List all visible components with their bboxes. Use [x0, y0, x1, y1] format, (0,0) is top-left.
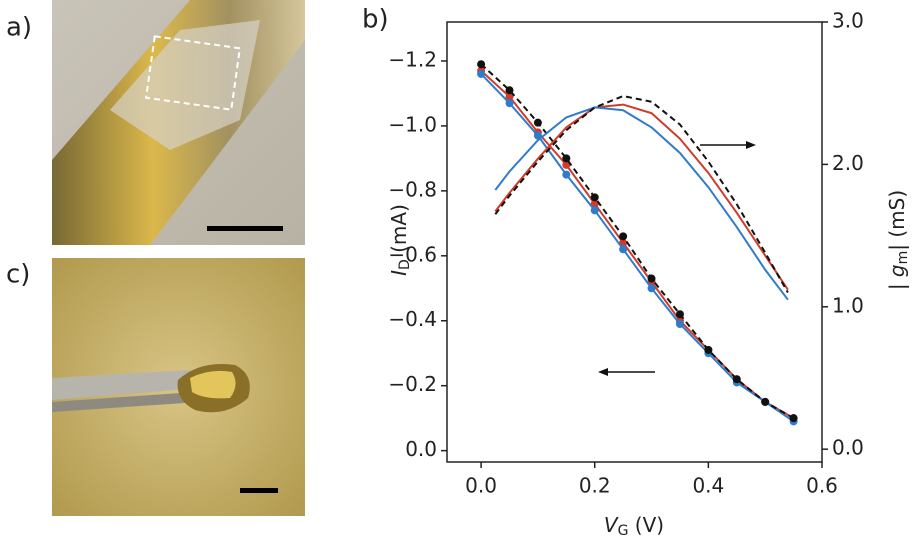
y-tick-label: −1.0 [388, 112, 437, 136]
data-point [675, 319, 684, 328]
data-point [789, 414, 798, 423]
data-point [761, 397, 770, 406]
series-line [494, 103, 789, 291]
series-line [480, 63, 795, 420]
series-line [494, 106, 789, 301]
arrows [598, 141, 756, 376]
x-axis-label: VG (V) [604, 513, 664, 540]
plot-frame [446, 21, 823, 463]
data-point [533, 118, 542, 127]
y-tick-label: −0.2 [388, 372, 437, 396]
x-tick-label: 0.0 [465, 474, 497, 498]
data-point [505, 99, 514, 108]
y-tick-label: 0.0 [405, 437, 437, 461]
x-tick-label: 0.6 [806, 474, 838, 498]
series-line [494, 95, 789, 294]
y2-tick-label: 1.0 [832, 293, 864, 317]
data-point [732, 375, 741, 384]
y-axis-label: ID (mA) [387, 204, 414, 276]
y2-tick-label: 3.0 [832, 9, 864, 33]
data-point [704, 345, 713, 354]
data-point [505, 92, 514, 101]
y-tick-label: −0.6 [388, 242, 437, 266]
data-point [562, 160, 571, 169]
data-point [590, 206, 599, 215]
y2-axis-label: | gm| (mS) [885, 190, 912, 290]
y-tick-label: −0.8 [388, 177, 437, 201]
data-point [562, 170, 571, 179]
data-point [647, 284, 656, 293]
data-point [619, 232, 628, 241]
data-point [619, 238, 628, 247]
panel-label: b) [362, 5, 389, 35]
data-point [590, 193, 599, 202]
panel-label: a) [6, 13, 32, 43]
y-tick-label: −0.4 [388, 307, 437, 331]
y2-tick-label: 0.0 [832, 436, 864, 460]
photo-c [52, 258, 305, 516]
photo-a [52, 0, 305, 245]
x-tick-label: 0.2 [579, 474, 611, 498]
y-tick-label: −1.2 [388, 47, 437, 71]
y2-tick-label: 2.0 [832, 151, 864, 175]
data-point [477, 60, 486, 69]
data-point [647, 274, 656, 283]
data-point [477, 69, 486, 78]
data-point [675, 310, 684, 319]
data-point [619, 245, 628, 254]
panel-label: c) [6, 260, 30, 290]
data-point [590, 199, 599, 208]
x-tick-label: 0.4 [692, 474, 724, 498]
data-point [562, 154, 571, 163]
data-point [505, 86, 514, 95]
series-line [480, 73, 795, 423]
